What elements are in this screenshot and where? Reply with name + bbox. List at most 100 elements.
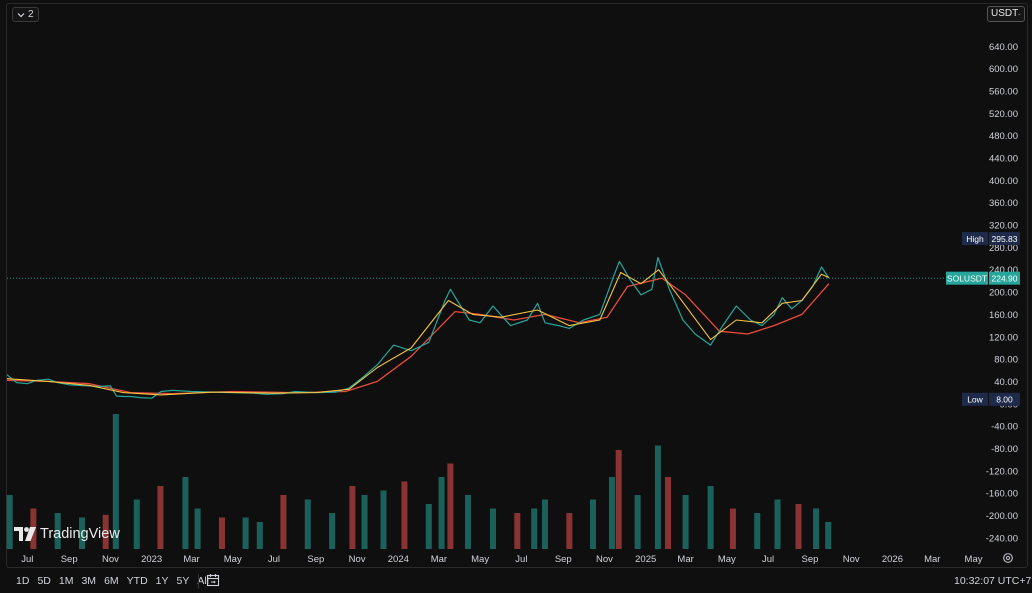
- range-5d-button[interactable]: 5D: [37, 575, 51, 587]
- volume-bar: [6, 495, 13, 549]
- volume-bar: [79, 517, 86, 549]
- volume-bar: [665, 477, 672, 549]
- y-tick-label: -200.00: [986, 511, 1018, 522]
- volume-bar: [825, 522, 832, 549]
- volume-bar: [774, 499, 781, 549]
- clock-display[interactable]: 10:32:07 UTC+7: [954, 575, 1032, 587]
- y-tick-label: 320.00: [989, 221, 1018, 232]
- volume-bar: [280, 495, 287, 549]
- price-line: [6, 256, 830, 399]
- y-tick-label: 520.00: [989, 109, 1018, 120]
- gear-icon[interactable]: [1002, 552, 1014, 564]
- range-1y-button[interactable]: 1Y: [155, 575, 169, 587]
- volume-bar: [514, 513, 521, 549]
- y-tick-label: 40.00: [994, 377, 1018, 388]
- volume-bar: [615, 450, 622, 549]
- tradingview-logo[interactable]: TradingView: [14, 526, 120, 542]
- chart-frame: [6, 3, 1028, 568]
- volume-bar: [489, 508, 496, 549]
- volume-bar: [608, 477, 615, 549]
- volume-bar: [133, 499, 140, 549]
- x-tick-label: Nov: [102, 554, 119, 565]
- tradingview-logo-icon: [14, 527, 36, 541]
- x-tick-label: Sep: [61, 554, 78, 565]
- volume-bar: [242, 517, 249, 549]
- calendar-range-icon[interactable]: [206, 573, 220, 587]
- legend-toggle-button[interactable]: 2: [12, 7, 39, 22]
- y-tick-label: -80.00: [991, 444, 1018, 455]
- low-badge-value: 8.00: [996, 395, 1013, 405]
- y-tick-label: 200.00: [989, 288, 1018, 299]
- x-tick-label: Mar: [924, 554, 940, 565]
- volume-bar: [754, 513, 761, 549]
- volume-bar: [707, 486, 714, 549]
- x-tick-label: 2026: [882, 554, 903, 565]
- x-tick-label: Sep: [307, 554, 324, 565]
- legend-toggle-count: 2: [28, 9, 34, 20]
- toolbar-divider: [198, 574, 199, 589]
- x-tick-label: Mar: [677, 554, 693, 565]
- volume-bar: [256, 522, 263, 549]
- x-tick-label: 2023: [141, 554, 162, 565]
- x-tick-label: Jul: [515, 554, 527, 565]
- volume-bar: [654, 445, 661, 549]
- low-badge-tag: [962, 392, 988, 406]
- x-tick-label: Mar: [183, 554, 199, 565]
- volume-bar: [531, 508, 538, 549]
- last-price-badge-label: SOLUSDT: [947, 273, 987, 283]
- ma-slow-line: [6, 277, 830, 395]
- currency-select[interactable]: USDT: [987, 6, 1025, 22]
- chevron-down-icon: [17, 12, 25, 17]
- volume-bar: [813, 508, 820, 549]
- y-tick-label: 240.00: [989, 265, 1018, 276]
- volume-bar: [438, 477, 445, 549]
- volume-bar: [304, 499, 311, 549]
- bottom-toolbar: 1D 5D 1M 3M 6M YTD 1Y 5Y All 10:32:07 UT…: [0, 570, 1032, 593]
- high-badge-value: 295.83: [992, 234, 1018, 244]
- range-1m-button[interactable]: 1M: [58, 575, 74, 587]
- volume-bar: [464, 495, 471, 549]
- y-tick-label: -240.00: [986, 533, 1018, 544]
- y-tick-label: 600.00: [989, 64, 1018, 75]
- last-price-badge-value: 224.90: [992, 273, 1018, 283]
- y-tick-label: 120.00: [989, 332, 1018, 343]
- last-price-badge-tag: [946, 271, 988, 285]
- range-buttons: 1D 5D 1M 3M 6M YTD 1Y 5Y All: [13, 575, 212, 587]
- y-tick-label: 80.00: [994, 355, 1018, 366]
- logo-text: TradingView: [40, 526, 120, 542]
- volume-bar: [102, 514, 109, 549]
- y-tick-label: -160.00: [986, 489, 1018, 500]
- y-tick-label: 360.00: [989, 198, 1018, 209]
- x-tick-label: Sep: [555, 554, 572, 565]
- high-badge-value-bg: [989, 232, 1020, 246]
- range-6m-button[interactable]: 6M: [104, 575, 119, 587]
- volume-bar: [566, 513, 573, 549]
- x-tick-label: Mar: [431, 554, 447, 565]
- x-tick-label: May: [965, 554, 983, 565]
- x-tick-label: Nov: [349, 554, 366, 565]
- y-tick-label: 480.00: [989, 131, 1018, 142]
- high-badge-tag: [962, 232, 988, 246]
- x-tick-label: Nov: [843, 554, 860, 565]
- volume-bar: [349, 486, 356, 549]
- range-all-button[interactable]: All: [197, 575, 210, 587]
- y-tick-label: 560.00: [989, 87, 1018, 98]
- volume-bar: [634, 495, 641, 549]
- range-ytd-button[interactable]: YTD: [126, 575, 148, 587]
- volume-bar: [795, 504, 802, 549]
- ma-fast-line: [6, 269, 830, 396]
- y-tick-label: 440.00: [989, 154, 1018, 165]
- y-tick-label: -40.00: [991, 422, 1018, 433]
- x-tick-label: Jul: [268, 554, 280, 565]
- volume-bar: [729, 508, 736, 549]
- range-3m-button[interactable]: 3M: [81, 575, 97, 587]
- range-1d-button[interactable]: 1D: [16, 575, 30, 587]
- volume-bar: [447, 463, 454, 549]
- price-chart[interactable]: 640.00 600.00 560.00 520.00 480.00 440.00 400.…: [0, 0, 1032, 570]
- high-badge-label: High: [966, 234, 984, 244]
- x-tick-label: May: [718, 554, 736, 565]
- range-5y-button[interactable]: 5Y: [176, 575, 190, 587]
- volume-bar: [542, 499, 549, 549]
- x-tick-label: May: [224, 554, 242, 565]
- volume-bar: [329, 513, 336, 549]
